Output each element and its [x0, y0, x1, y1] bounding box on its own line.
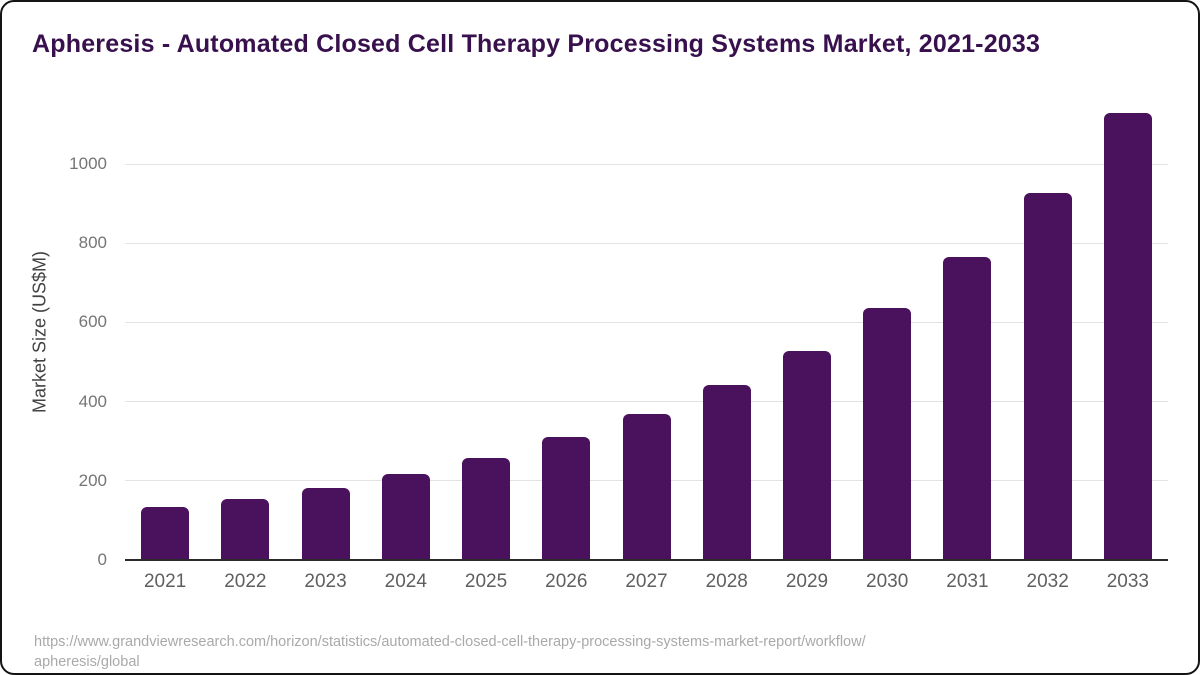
x-label-2031: 2031: [946, 571, 989, 592]
chart-title: Apheresis - Automated Closed Cell Therap…: [32, 30, 1041, 58]
bar-2022[interactable]: [221, 499, 270, 560]
bar-2027[interactable]: [622, 414, 671, 560]
x-label-2021: 2021: [143, 571, 187, 592]
x-label-2022: 2022: [224, 571, 267, 592]
source-url-line-1: https://www.grandviewresearch.com/horizo…: [34, 634, 866, 650]
gridline-600: [125, 321, 1168, 323]
bar-2031[interactable]: [943, 257, 992, 560]
x-label-2027: 2027: [625, 571, 668, 592]
gridline-400: [125, 401, 1168, 403]
gridline-800: [125, 242, 1168, 244]
y-tick-200: 200: [78, 470, 107, 490]
bar-2028[interactable]: [702, 385, 751, 560]
bar-2032[interactable]: [1023, 193, 1072, 560]
y-tick-800: 800: [78, 233, 107, 253]
x-axis-line: [125, 559, 1168, 561]
x-label-2029: 2029: [785, 571, 829, 592]
gridline-1000: [125, 163, 1168, 165]
x-label-2026: 2026: [545, 571, 588, 592]
y-tick-1000: 1000: [69, 154, 107, 173]
x-label-2025: 2025: [464, 571, 508, 592]
source-url-line-2: apheresis/global: [34, 654, 140, 670]
x-label-2028: 2028: [705, 571, 748, 592]
x-label-2023: 2023: [304, 571, 347, 592]
x-label-2033: 2033: [1106, 571, 1150, 592]
y-tick-600: 600: [78, 312, 107, 332]
bar-2024[interactable]: [381, 474, 430, 560]
bar-2030[interactable]: [863, 308, 912, 560]
source-citation: https://www.grandviewresearch.com/horizo…: [34, 632, 1174, 672]
x-label-2024: 2024: [384, 571, 427, 592]
bar-2026[interactable]: [542, 437, 591, 560]
bar-2023[interactable]: [301, 488, 350, 560]
x-label-2030: 2030: [866, 571, 909, 592]
bar-2021[interactable]: [141, 507, 190, 560]
y-tick-400: 400: [78, 391, 107, 411]
y-tick-0: 0: [97, 550, 107, 569]
bar-2033[interactable]: [1103, 113, 1152, 560]
x-label-2032: 2032: [1026, 571, 1069, 592]
bar-2029[interactable]: [782, 351, 831, 560]
bar-2025[interactable]: [462, 458, 511, 560]
